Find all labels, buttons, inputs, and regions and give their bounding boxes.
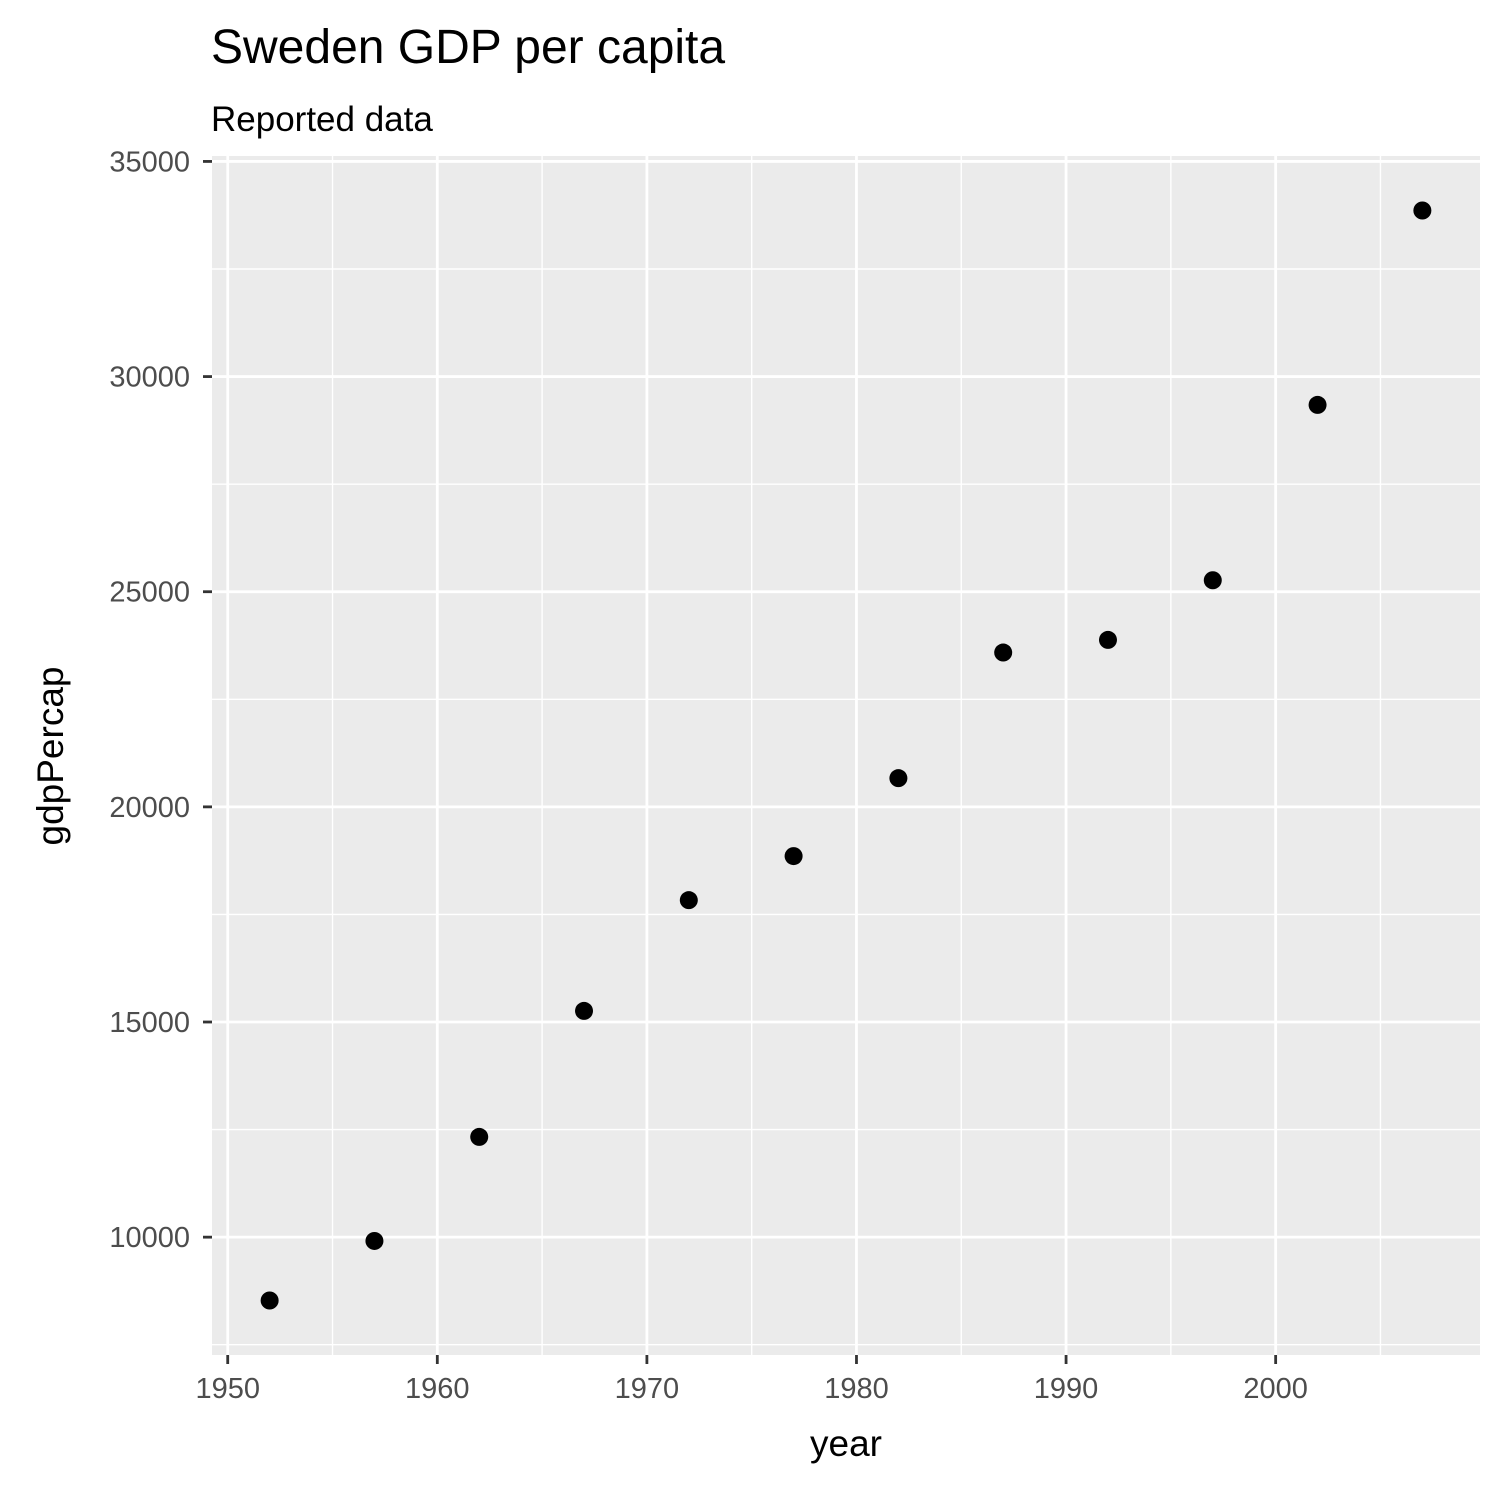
minor-grid [212, 156, 1480, 1355]
x-axis: 1950 1960 1970 1980 1990 2000 [195, 1355, 1308, 1405]
data-point [1413, 201, 1432, 220]
data-point [260, 1291, 279, 1310]
y-tick-label: 20000 [109, 792, 190, 824]
data-point [1203, 571, 1222, 590]
chart-title: Sweden GDP per capita [211, 21, 725, 74]
y-tick-label: 35000 [109, 146, 190, 178]
data-point [784, 847, 803, 866]
data-point [575, 1001, 594, 1020]
x-tick-label: 1950 [195, 1373, 260, 1405]
x-axis-title: year [810, 1423, 882, 1464]
data-point [470, 1127, 489, 1146]
plot-panel [212, 156, 1480, 1355]
y-tick-label: 25000 [109, 577, 190, 609]
y-tick-label: 10000 [109, 1222, 190, 1254]
x-tick-label: 2000 [1243, 1373, 1308, 1405]
x-tick-label: 1960 [405, 1373, 470, 1405]
x-tick-label: 1990 [1034, 1373, 1099, 1405]
y-tick-label: 30000 [109, 362, 190, 394]
data-point [1098, 630, 1117, 649]
major-grid [212, 156, 1480, 1355]
data-points [260, 201, 1432, 1310]
data-point [1308, 395, 1327, 414]
x-tick-label: 1980 [824, 1373, 889, 1405]
data-point [365, 1231, 384, 1250]
data-point [679, 891, 698, 910]
data-point [889, 769, 908, 788]
y-tick-label: 15000 [109, 1007, 190, 1039]
data-point [994, 643, 1013, 662]
y-axis: 10000 15000 20000 25000 30000 35000 [109, 146, 212, 1254]
chart-subtitle: Reported data [211, 100, 433, 139]
x-tick-label: 1970 [615, 1373, 680, 1405]
y-axis-title: gdpPercap [30, 667, 71, 846]
